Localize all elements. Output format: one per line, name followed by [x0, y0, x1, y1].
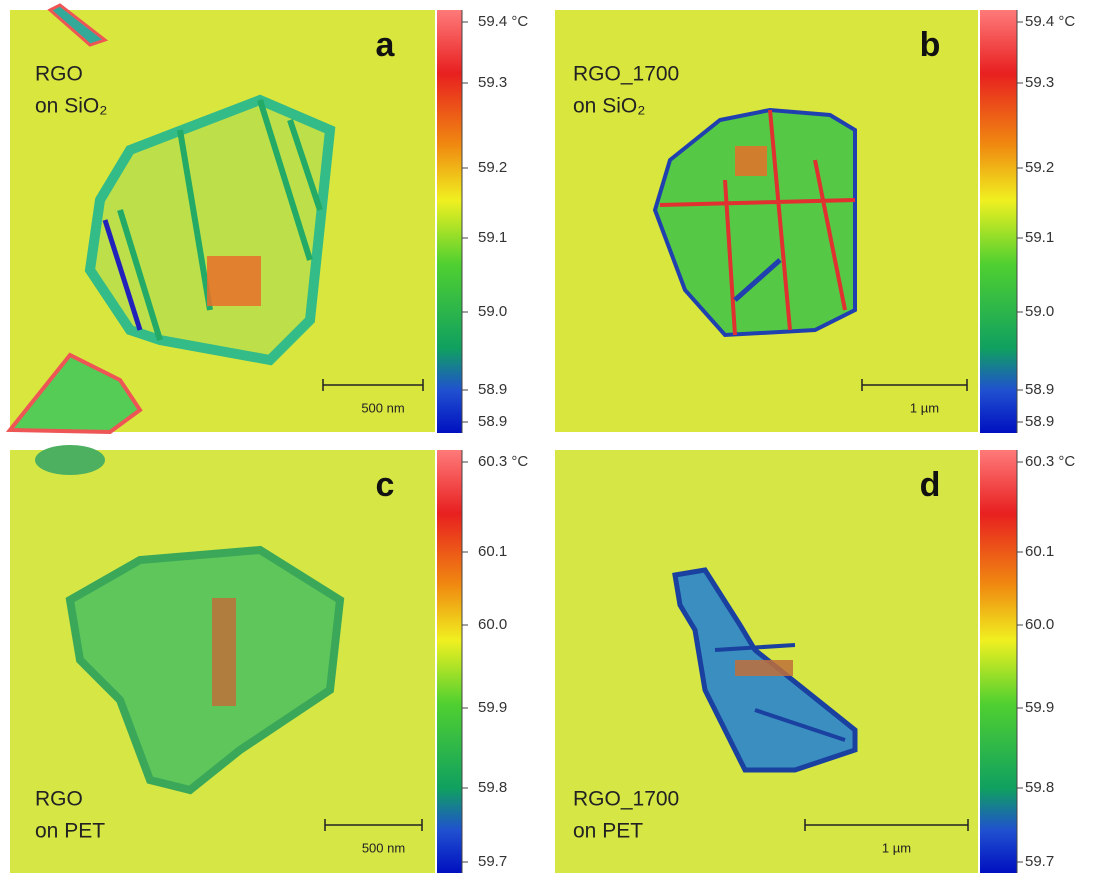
sample-label: RGO	[35, 788, 83, 811]
colorbar-tick-label: 59.7	[478, 853, 507, 870]
colorbar-tick-label: 59.3	[478, 74, 507, 91]
colorbar	[437, 450, 462, 873]
colorbar-tick-label: 58.9	[1025, 381, 1054, 398]
colorbar-tick-label: 59.7	[1025, 853, 1054, 870]
sample-label: RGO_1700	[573, 788, 679, 811]
colorbar-tick-label: 58.9	[478, 413, 507, 430]
panel-letter: d	[920, 466, 941, 504]
scale-bar	[804, 819, 969, 831]
colorbar-tick-label: 59.8	[478, 779, 507, 796]
colorbar-tick-label: 59.0	[478, 303, 507, 320]
colorbar-tick-label: 60.1	[478, 543, 507, 560]
colorbar	[980, 450, 1017, 873]
colorbar-tick-label: 59.2	[1025, 159, 1054, 176]
sample-label: on SiO₂	[573, 95, 645, 118]
sample-label: on PET	[573, 820, 643, 843]
colorbar-tick-label: 60.3 °C	[1025, 453, 1075, 470]
thermal-image	[5, 3, 435, 435]
scale-bar	[324, 819, 423, 831]
thermal-image	[555, 10, 978, 432]
colorbar-tick-label: 60.0	[478, 616, 507, 633]
sample-label: on PET	[35, 820, 105, 843]
colorbar	[980, 10, 1017, 433]
scale-bar-label: 500 nm	[362, 840, 405, 855]
scale-bar-label: 500 nm	[361, 400, 404, 415]
sample-label: on SiO₂	[35, 95, 107, 118]
colorbar-tick-label: 58.9	[478, 381, 507, 398]
colorbar-tick-label: 60.0	[1025, 616, 1054, 633]
colorbar-tick-label: 59.4 °C	[478, 13, 528, 30]
colorbar-tick-label: 59.1	[1025, 229, 1054, 246]
colorbar-tick-label: 60.1	[1025, 543, 1054, 560]
scale-bar-label: 1 µm	[910, 400, 939, 415]
colorbar-tick-label: 59.8	[1025, 779, 1054, 796]
colorbar-tick-label: 59.1	[478, 229, 507, 246]
colorbar-tick-label: 58.9	[1025, 413, 1054, 430]
scale-bar-label: 1 µm	[882, 840, 911, 855]
scale-bar	[322, 379, 424, 391]
sample-label: RGO_1700	[573, 63, 679, 86]
colorbar	[437, 10, 462, 433]
colorbar-tick-label: 59.4 °C	[1025, 13, 1075, 30]
colorbar-tick-label: 59.3	[1025, 74, 1054, 91]
panel-letter: a	[376, 26, 396, 64]
thermal-image	[10, 445, 435, 873]
scale-bar	[861, 379, 968, 391]
panel-letter: c	[376, 466, 395, 504]
colorbar-tick-label: 59.9	[1025, 699, 1054, 716]
colorbar-tick-label: 59.9	[478, 699, 507, 716]
thermal-image	[555, 450, 978, 873]
panel-letter: b	[920, 26, 941, 64]
colorbar-tick-label: 59.2	[478, 159, 507, 176]
sample-label: RGO	[35, 63, 83, 86]
colorbar-tick-label: 60.3 °C	[478, 453, 528, 470]
colorbar-tick-label: 59.0	[1025, 303, 1054, 320]
